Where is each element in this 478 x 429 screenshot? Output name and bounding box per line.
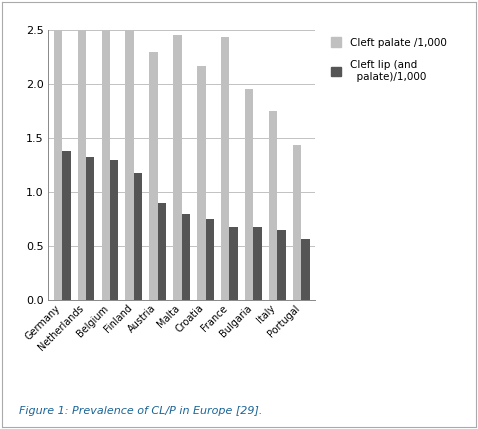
- Bar: [134, 173, 142, 300]
- Legend: Cleft palate /1,000, Cleft lip (and
  palate)/1,000: Cleft palate /1,000, Cleft lip (and pala…: [329, 35, 448, 84]
- Bar: [229, 227, 238, 300]
- Text: Figure 1: Prevalence of CL/P in Europe [29].: Figure 1: Prevalence of CL/P in Europe […: [19, 406, 262, 416]
- Bar: [158, 203, 166, 300]
- Bar: [301, 239, 310, 300]
- Bar: [101, 30, 110, 300]
- Bar: [182, 214, 190, 300]
- Bar: [125, 30, 134, 300]
- Bar: [149, 51, 158, 300]
- Bar: [62, 151, 70, 300]
- Bar: [197, 66, 206, 300]
- Bar: [269, 111, 277, 300]
- Bar: [77, 30, 86, 300]
- Bar: [253, 227, 262, 300]
- Bar: [221, 36, 229, 300]
- Bar: [174, 36, 182, 300]
- Bar: [206, 219, 214, 300]
- Bar: [277, 230, 286, 300]
- Bar: [110, 160, 118, 300]
- Bar: [54, 30, 62, 300]
- Bar: [245, 90, 253, 300]
- Bar: [86, 157, 94, 300]
- Bar: [293, 145, 301, 300]
